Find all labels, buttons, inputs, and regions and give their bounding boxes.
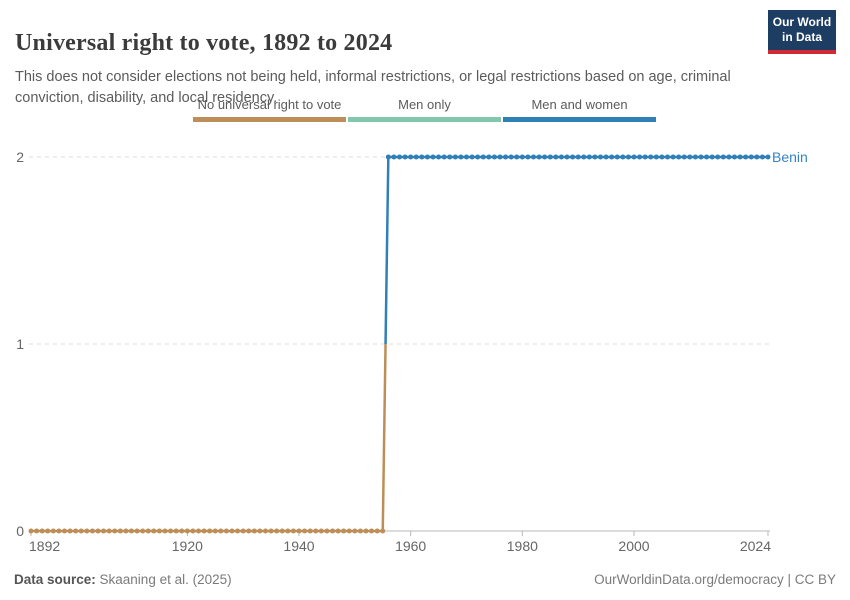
legend-item-men-and-women: Men and women bbox=[503, 97, 656, 122]
legend-swatch-tan bbox=[193, 117, 346, 122]
svg-text:2024: 2024 bbox=[740, 538, 771, 554]
svg-text:1892: 1892 bbox=[29, 538, 60, 554]
svg-text:1960: 1960 bbox=[395, 538, 426, 554]
legend-label: No universal right to vote bbox=[197, 97, 342, 112]
svg-text:1980: 1980 bbox=[507, 538, 538, 554]
svg-text:1920: 1920 bbox=[172, 538, 203, 554]
data-source-note: Data source: Skaaning et al. (2025) bbox=[14, 572, 232, 587]
svg-text:2000: 2000 bbox=[618, 538, 649, 554]
data-source-value: Skaaning et al. (2025) bbox=[95, 572, 232, 587]
legend-swatch-teal bbox=[348, 117, 501, 122]
svg-text:1: 1 bbox=[16, 336, 24, 352]
owid-logo-accent-bar bbox=[768, 50, 836, 54]
owid-logo-text: Our World in Data bbox=[772, 15, 832, 44]
svg-text:1940: 1940 bbox=[283, 538, 314, 554]
chart-footer: Data source: Skaaning et al. (2025) OurW… bbox=[0, 572, 850, 587]
chart-plot-area: 0 1 2 1892 1920 1940 1960 1980 2000 2024 bbox=[16, 149, 771, 554]
vote-rights-step-chart: 0 1 2 1892 1920 1940 1960 1980 2000 2024 bbox=[0, 140, 850, 560]
owid-logo[interactable]: Our World in Data bbox=[768, 10, 836, 54]
owid-credit-link[interactable]: OurWorldinData.org/democracy | CC BY bbox=[594, 572, 836, 587]
legend-label: Men and women bbox=[531, 97, 628, 112]
category-legend: No universal right to vote Men only Men … bbox=[193, 97, 656, 122]
chart-subtitle: This does not consider elections not bei… bbox=[15, 68, 731, 106]
data-source-label: Data source: bbox=[14, 572, 96, 587]
svg-text:2: 2 bbox=[16, 149, 24, 165]
series-label-benin[interactable]: Benin bbox=[772, 149, 808, 165]
legend-swatch-blue bbox=[503, 117, 656, 122]
legend-item-no-universal-right: No universal right to vote bbox=[193, 97, 346, 122]
legend-item-men-only: Men only bbox=[348, 97, 501, 122]
legend-label: Men only bbox=[398, 97, 451, 112]
page-title: Universal right to vote, 1892 to 2024 bbox=[15, 30, 393, 57]
svg-text:0: 0 bbox=[16, 523, 24, 539]
